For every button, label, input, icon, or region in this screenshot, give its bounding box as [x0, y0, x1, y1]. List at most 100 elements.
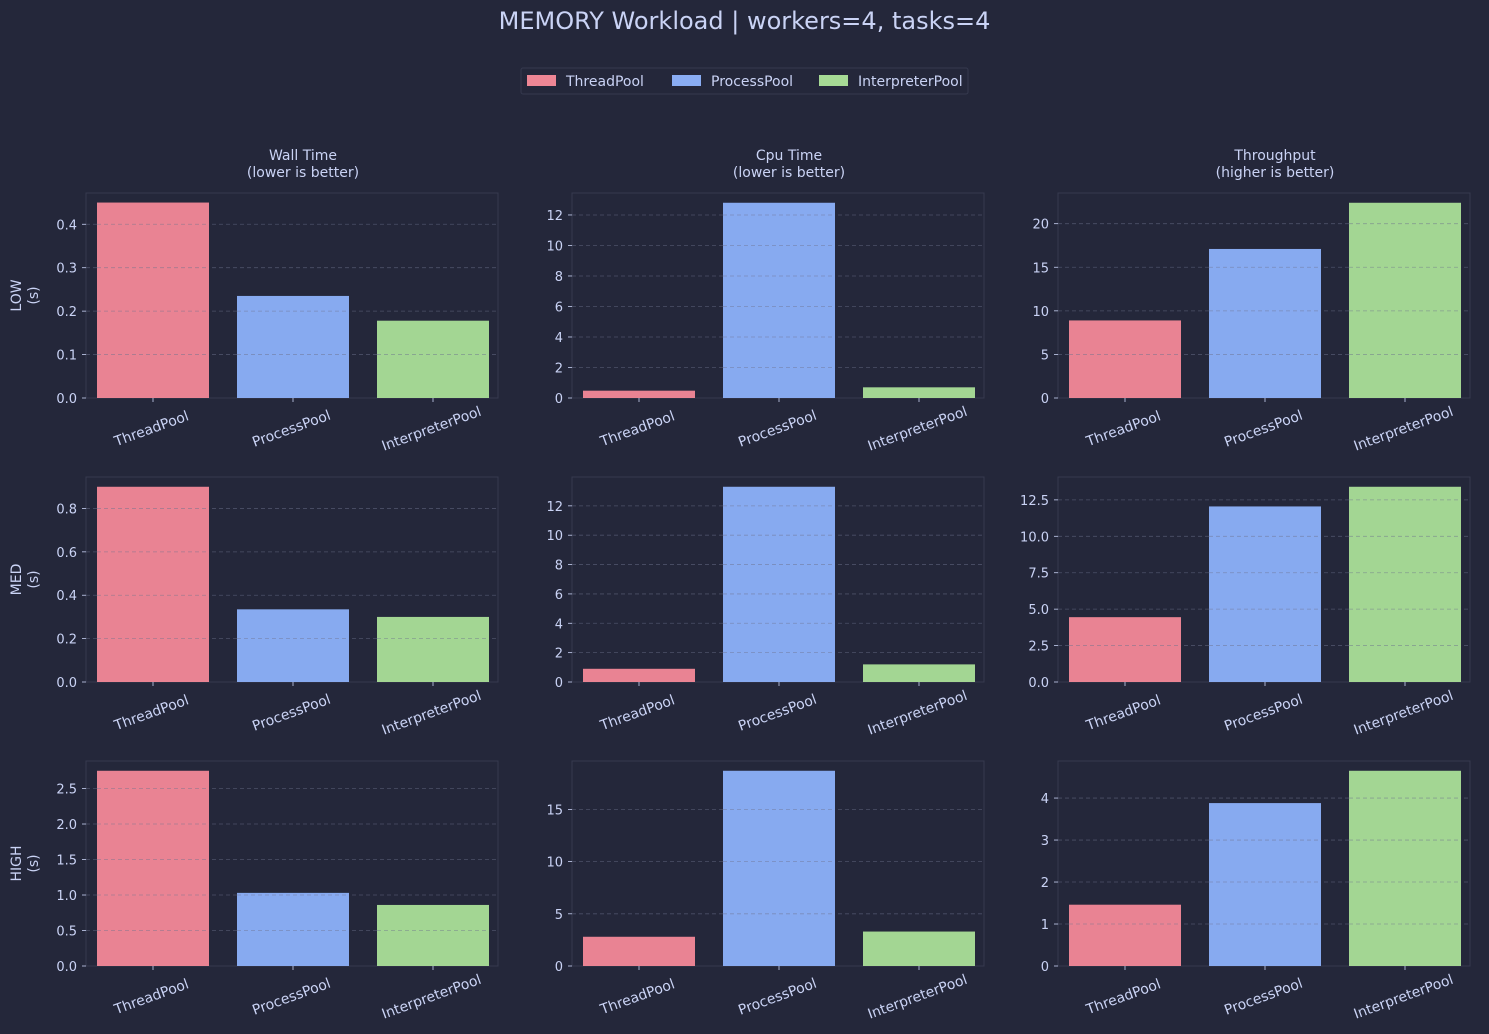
legend-frame	[520, 67, 969, 95]
figure-title: MEMORY Workload | workers=4, tasks=4	[499, 7, 991, 35]
y-tick-label: 0.6	[56, 546, 77, 561]
bar-interpreterpool	[377, 904, 489, 966]
y-tick-label: 0.5	[56, 925, 77, 940]
row-label-med-unit: (s)	[26, 570, 42, 588]
y-tick-label: 10	[546, 856, 563, 871]
y-tick-label: 0.8	[56, 502, 77, 517]
legend-entry-interpreterpool: InterpreterPool	[819, 74, 963, 90]
row-label-low-unit: (s)	[26, 286, 42, 304]
x-tick-label-processpool: ProcessPool	[250, 976, 333, 1019]
y-tick-label: 0.0	[1028, 676, 1049, 691]
bar-processpool	[1209, 248, 1321, 398]
y-tick-label: 8	[555, 559, 563, 574]
legend-swatch-interpreterpool	[819, 75, 848, 86]
bar-interpreterpool	[863, 387, 975, 398]
x-tick-label-threadpool: ThreadPool	[597, 976, 677, 1018]
x-tick-label-interpreterpool: InterpreterPool	[1352, 688, 1456, 739]
panel-low-throughput: 0 5 10 15 20 ThreadPool ProcessPool Interpreter…	[1032, 192, 1471, 455]
y-tick-label: 4	[555, 617, 563, 632]
column-title-throughput: Throughput	[1233, 148, 1316, 164]
x-tick-label-processpool: ProcessPool	[250, 692, 333, 735]
y-tick-label: 5.0	[1028, 603, 1049, 618]
y-tick-label: 12.5	[1020, 494, 1049, 509]
y-tick-label: 0.0	[56, 676, 77, 691]
y-tick-label: 12	[546, 209, 563, 224]
y-tick-label: 10.0	[1020, 530, 1049, 545]
row-label-low: LOW	[9, 279, 25, 311]
y-tick-label: 2.5	[1028, 640, 1049, 655]
bar-interpreterpool	[377, 616, 489, 682]
legend-entry-processpool: ProcessPool	[672, 74, 793, 90]
row-label-high-unit: (s)	[26, 854, 42, 872]
x-tick-label-interpreterpool: InterpreterPool	[380, 404, 484, 455]
x-tick-label-processpool: ProcessPool	[1222, 976, 1305, 1019]
y-tick-label: 0.4	[56, 589, 77, 604]
legend-label-threadpool: ThreadPool	[565, 74, 644, 90]
row-labels: LOW (s)MED (s)HIGH (s)	[9, 279, 42, 881]
x-tick-label-processpool: ProcessPool	[1222, 408, 1305, 451]
x-tick-label-threadpool: ThreadPool	[1083, 976, 1163, 1018]
bar-interpreterpool	[1349, 486, 1461, 682]
panel-low-wall-time: 0.0 0.1 0.2 0.3 0.4 ThreadPool ProcessPool Inte…	[56, 192, 499, 455]
bar-processpool	[723, 202, 835, 398]
bar-processpool	[1209, 506, 1321, 682]
y-tick-label: 5	[555, 908, 563, 923]
y-tick-label: 10	[546, 529, 563, 544]
bar-interpreterpool	[1349, 202, 1461, 398]
column-title-cpu-time-note: (lower is better)	[733, 165, 845, 181]
x-tick-label-interpreterpool: InterpreterPool	[866, 404, 970, 455]
y-tick-label: 0	[1041, 960, 1049, 975]
y-tick-label: 2.5	[56, 783, 77, 798]
row-label-med: MED	[9, 564, 25, 596]
row-label-high: HIGH	[9, 845, 25, 881]
panel-high-wall-time: 0.0 0.5 1.0 1.5 2.0 2.5 ThreadPool ProcessPool I…	[56, 760, 499, 1023]
y-tick-label: 8	[555, 270, 563, 285]
y-tick-label: 5	[1041, 348, 1049, 363]
column-title-cpu-time: Cpu Time	[756, 148, 822, 164]
x-tick-label-processpool: ProcessPool	[736, 408, 819, 451]
y-tick-label: 0.2	[56, 305, 77, 320]
y-tick-label: 15	[1032, 261, 1049, 276]
bar-processpool	[723, 770, 835, 966]
x-tick-label-threadpool: ThreadPool	[1083, 408, 1163, 450]
bar-interpreterpool	[1349, 770, 1461, 966]
bar-interpreterpool	[377, 320, 489, 398]
x-tick-label-processpool: ProcessPool	[736, 692, 819, 735]
y-tick-label: 2.0	[56, 818, 77, 833]
column-title-wall-time: Wall Time	[269, 148, 337, 164]
legend-entry-threadpool: ThreadPool	[527, 74, 644, 90]
x-tick-label-interpreterpool: InterpreterPool	[380, 688, 484, 739]
panel-med-wall-time: 0.0 0.2 0.4 0.6 0.8 ThreadPool ProcessPool Inte…	[56, 476, 499, 739]
bar-processpool	[723, 486, 835, 682]
bar-threadpool	[97, 770, 209, 966]
y-tick-label: 15	[546, 803, 563, 818]
y-tick-label: 0.4	[56, 218, 77, 233]
bar-threadpool	[1069, 320, 1181, 398]
column-title-throughput-note: (higher is better)	[1216, 165, 1335, 181]
bar-threadpool	[97, 486, 209, 682]
bar-processpool	[1209, 803, 1321, 966]
y-tick-label: 6	[555, 300, 563, 315]
panel-high-throughput: 0 1 2 3 4 ThreadPool ProcessPool InterpreterPoo…	[1041, 760, 1471, 1023]
bar-threadpool	[1069, 904, 1181, 966]
bar-threadpool	[583, 936, 695, 966]
x-tick-label-interpreterpool: InterpreterPool	[866, 688, 970, 739]
y-tick-label: 0.0	[56, 392, 77, 407]
x-tick-label-processpool: ProcessPool	[736, 976, 819, 1019]
y-tick-label: 12	[546, 500, 563, 515]
column-titles: Wall Time(lower is better)Cpu Time(lower…	[247, 148, 1334, 181]
bar-processpool	[237, 609, 349, 682]
x-tick-label-threadpool: ThreadPool	[597, 692, 677, 734]
panel-low-cpu-time: 0 2 4 6 8 10 12 ThreadPool ProcessPool Interprete…	[546, 192, 985, 455]
panel-high-cpu-time: 0 5 10 15 ThreadPool ProcessPool InterpreterPo…	[546, 760, 985, 1023]
bar-threadpool	[583, 390, 695, 398]
x-tick-label-processpool: ProcessPool	[1222, 692, 1305, 735]
bar-processpool	[237, 295, 349, 398]
bar-threadpool	[97, 202, 209, 398]
y-tick-label: 0	[555, 392, 563, 407]
y-tick-label: 0	[1041, 392, 1049, 407]
y-tick-label: 0.1	[56, 349, 77, 364]
legend-swatch-threadpool	[527, 75, 556, 86]
bar-threadpool	[583, 668, 695, 682]
